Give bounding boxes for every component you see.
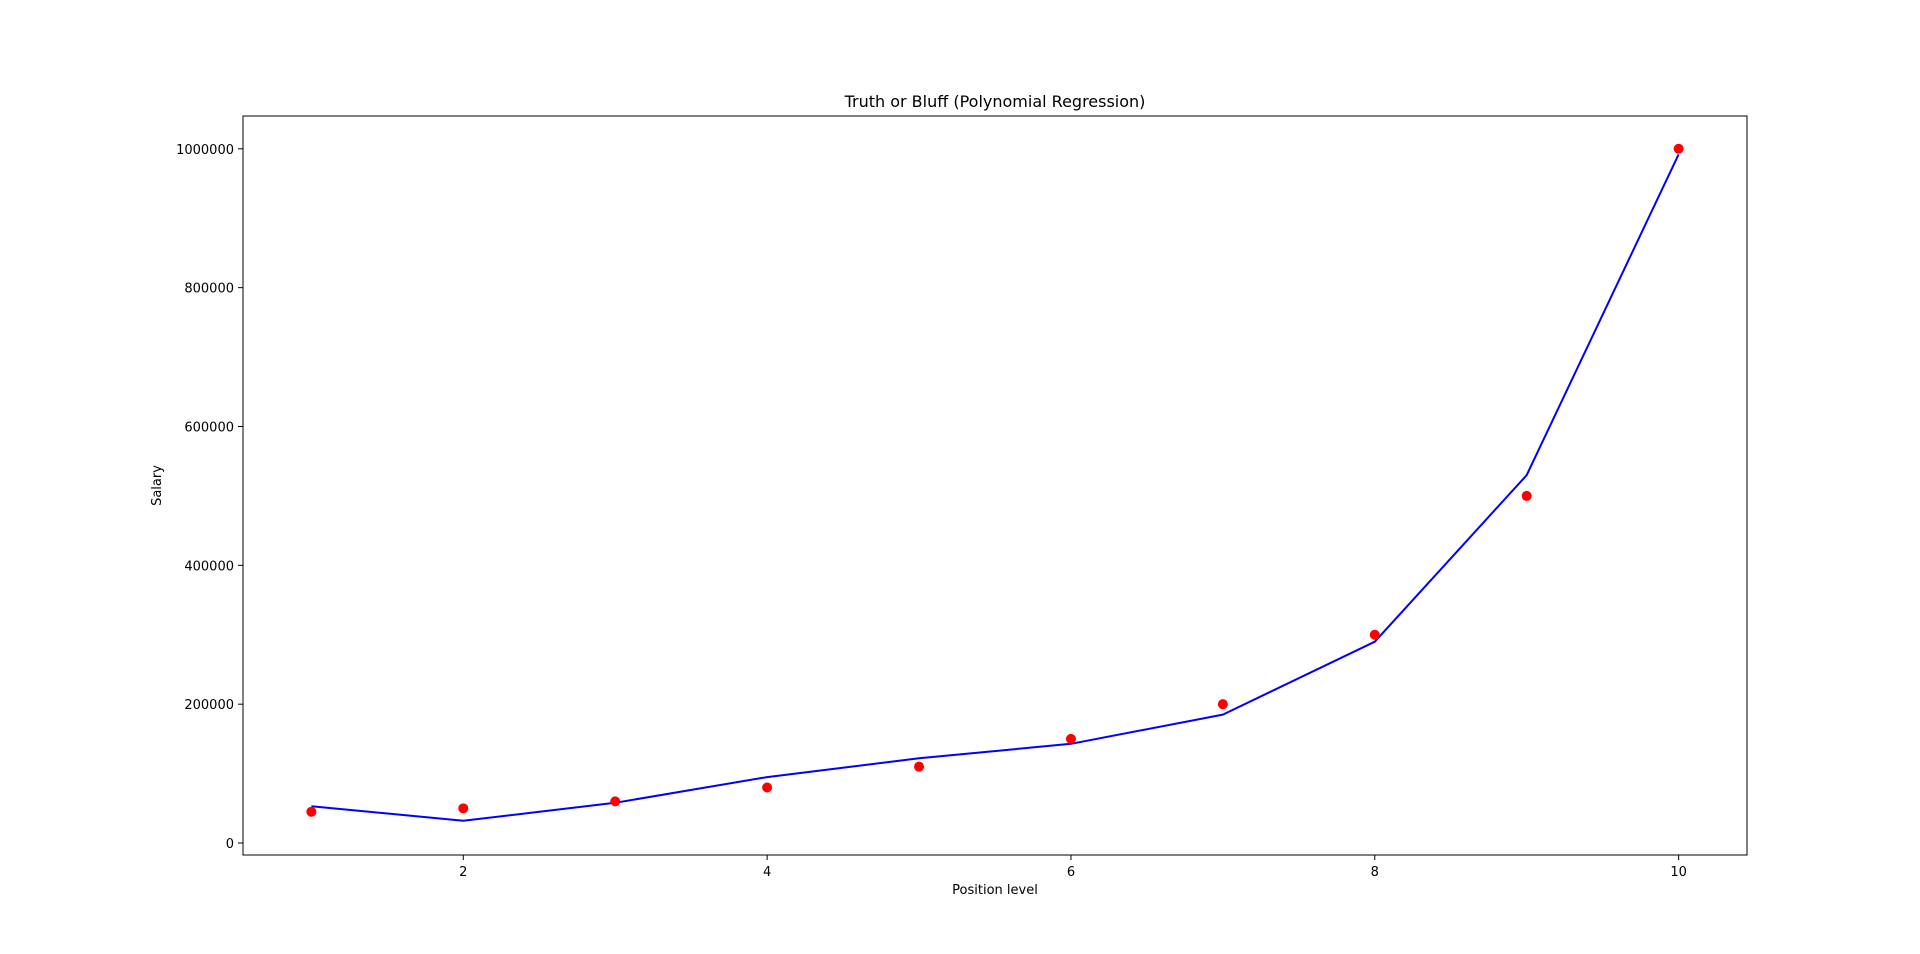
y-tick-label: 1000000 [176,143,234,158]
data-point [1369,629,1380,640]
plot-area [306,143,1684,822]
x-axis-title: Position level [952,883,1038,898]
regression-line [311,153,1680,822]
y-tick-label: 400000 [184,559,234,574]
data-point [914,761,925,772]
data-point [762,782,773,793]
data-point [610,796,621,807]
y-tick-label: 0 [226,837,234,852]
x-tick-label: 10 [1670,865,1687,880]
x-tick-label: 4 [763,865,771,880]
chart-title: Truth or Bluff (Polynomial Regression) [844,92,1146,111]
data-point [458,803,469,814]
y-tick-label: 200000 [184,698,234,713]
x-tick-label: 6 [1067,865,1075,880]
x-tick-label: 8 [1371,865,1379,880]
data-point [306,806,317,817]
y-tick-label: 800000 [184,282,234,297]
y-tick-label: 600000 [184,420,234,435]
data-point [1673,143,1684,154]
data-point [1065,733,1076,744]
x-axis: 2 4 6 8 10 [459,855,1687,880]
data-point [1217,699,1228,710]
axes-frame [242,115,1748,856]
y-axis-title: Salary [150,465,165,506]
data-point [1521,490,1532,501]
y-axis: 0 200000 400000 600000 800000 1000000 [176,143,243,852]
x-tick-label: 2 [459,865,467,880]
